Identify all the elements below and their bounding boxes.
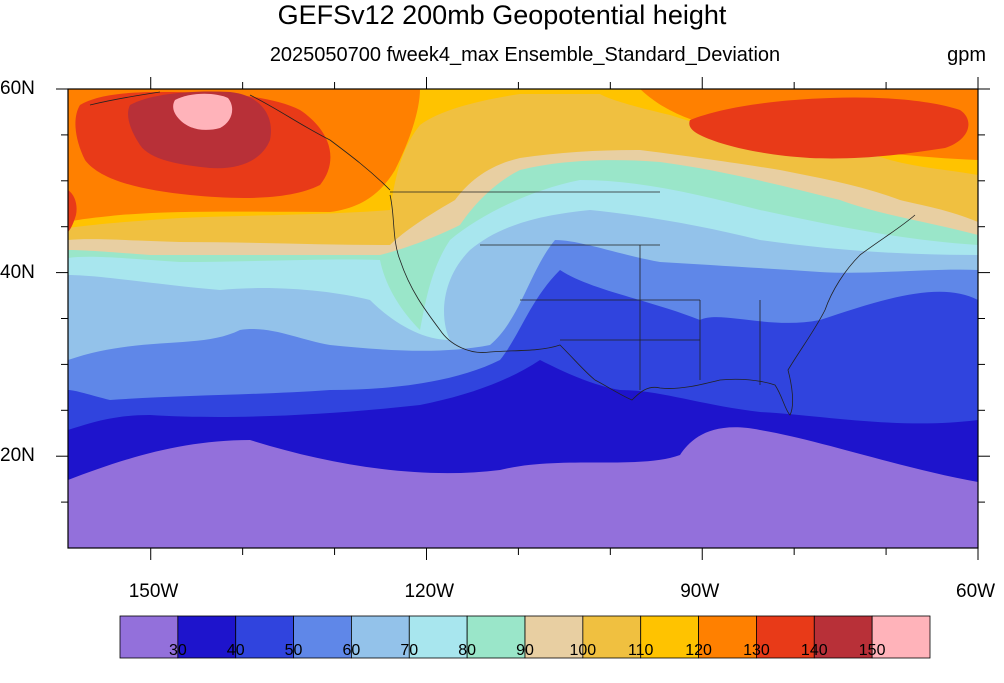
colorbar-swatch [351,615,410,659]
axis-ticks [56,77,990,560]
colorbar [119,615,931,659]
colorbar-label: 40 [226,642,245,659]
colorbar-swatch [698,615,757,659]
map-title: GEFSv12 200mb Geopotential height [277,0,727,30]
colorbar-label: 70 [400,642,419,659]
colorbar-swatch [640,615,699,659]
contour-field [68,89,978,548]
colorbar-swatch [119,615,179,659]
colorbar-label: 130 [743,642,770,659]
units-label: gpm [947,44,986,66]
colorbar-label: 60 [342,642,361,659]
colorbar-swatch [582,615,642,659]
band-140-150 [128,91,271,169]
map-subtitle: 2025050700 fweek4_max Ensemble_Standard_… [269,44,781,66]
colorbar-swatch [871,615,931,659]
lon-label: 120W [404,581,455,602]
lat-label: 20N [0,445,35,467]
lat-label: 60N [0,78,35,99]
lon-label: 150W [128,581,179,602]
lon-label: 60W [956,581,996,602]
colorbar-label: 30 [168,642,187,659]
colorbar-swatch [813,615,873,659]
colorbar-label: 100 [569,642,597,659]
colorbar-label: 90 [516,642,534,659]
band-gt150 [173,93,233,130]
lon-label: 90W [680,581,720,602]
colorbar-swatch [524,615,584,659]
band-130-140 [68,92,969,232]
colorbar-label: 120 [685,642,712,659]
colorbar-swatch [177,615,237,659]
colorbar-swatch [466,615,526,659]
colorbar-label: 110 [627,642,654,659]
colorbar-label: 50 [284,642,303,659]
colorbar-label: 80 [458,642,477,659]
colorbar-swatch [293,615,352,659]
colorbar-label: 140 [800,642,828,659]
colorbar-label: 150 [858,642,886,659]
coastlines [89,91,916,416]
colorbar-swatch [408,615,468,659]
lat-label: 40N [0,261,35,283]
